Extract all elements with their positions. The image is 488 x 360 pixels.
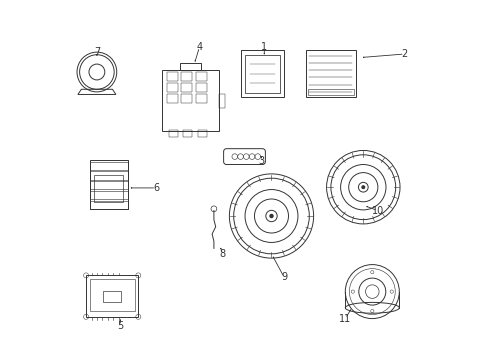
- Circle shape: [361, 186, 364, 189]
- Bar: [86, 275, 138, 317]
- Bar: [103, 291, 121, 302]
- Bar: [197, 130, 206, 137]
- Text: 1: 1: [261, 42, 267, 52]
- Bar: [167, 83, 178, 92]
- Text: 5: 5: [117, 321, 123, 331]
- Bar: [89, 191, 127, 199]
- Circle shape: [269, 215, 272, 217]
- Bar: [94, 175, 123, 202]
- Bar: [179, 63, 201, 70]
- Bar: [241, 50, 284, 97]
- Bar: [167, 72, 178, 81]
- Text: 6: 6: [153, 183, 159, 193]
- Bar: [168, 130, 178, 137]
- Bar: [181, 83, 192, 92]
- Bar: [305, 50, 355, 97]
- Bar: [89, 162, 127, 170]
- Bar: [244, 55, 279, 93]
- Bar: [89, 201, 127, 209]
- Text: 2: 2: [401, 49, 407, 59]
- Bar: [181, 72, 192, 81]
- Bar: [196, 83, 206, 92]
- Text: 7: 7: [94, 47, 100, 57]
- Bar: [167, 94, 178, 103]
- Bar: [183, 130, 192, 137]
- Bar: [162, 70, 219, 131]
- Text: 11: 11: [339, 314, 351, 324]
- Bar: [196, 72, 206, 81]
- Text: 3: 3: [258, 156, 264, 166]
- Bar: [219, 94, 224, 108]
- Text: 10: 10: [371, 206, 383, 216]
- Text: 9: 9: [281, 272, 286, 282]
- Bar: [307, 89, 354, 95]
- Bar: [181, 94, 192, 103]
- Bar: [89, 279, 134, 311]
- Bar: [89, 181, 127, 189]
- Bar: [89, 160, 127, 209]
- Bar: [196, 94, 206, 103]
- Bar: [89, 171, 127, 180]
- Text: 8: 8: [220, 249, 225, 259]
- Text: 4: 4: [196, 42, 202, 52]
